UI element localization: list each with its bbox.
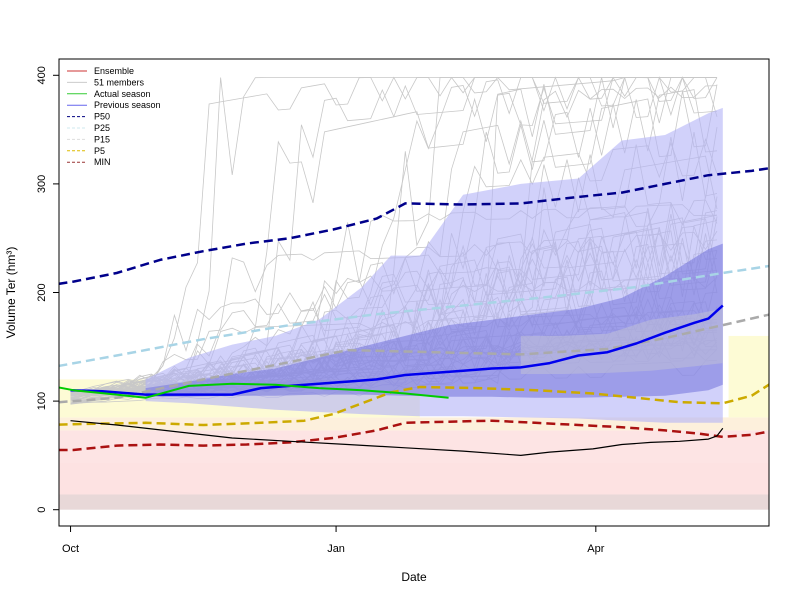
y-tick-label: 100 <box>36 392 48 410</box>
series-line-p15 <box>59 313 769 404</box>
legend-label: Previous season <box>94 100 161 110</box>
series-line-p25 <box>59 264 769 368</box>
y-tick-label: 0 <box>36 507 48 513</box>
series-line-min <box>59 419 769 452</box>
legend-label: Ensemble <box>94 66 134 76</box>
x-tick-label: Oct <box>62 543 79 555</box>
series-line-previous-season <box>70 304 724 396</box>
legend-label: P25 <box>94 123 110 133</box>
series-lines <box>59 166 769 456</box>
legend-label: Actual season <box>94 89 151 99</box>
legend-label: P5 <box>94 146 105 156</box>
legend-label: 51 members <box>94 77 145 87</box>
legend-label: P50 <box>94 112 110 122</box>
background-band-3 <box>59 417 769 431</box>
y-tick-label: 300 <box>36 175 48 193</box>
background-band-2 <box>59 430 769 464</box>
axes: 0 100 200 300 400 Oct Jan Apr <box>36 66 605 555</box>
series-line-p50 <box>59 166 769 286</box>
background-bands <box>59 335 769 510</box>
background-band-0 <box>59 494 769 510</box>
legend-label: P15 <box>94 134 110 144</box>
series-line-actual-season <box>59 382 449 399</box>
background-band-5 <box>728 335 769 418</box>
y-tick-label: 200 <box>36 283 48 301</box>
series-line-p5 <box>59 383 769 427</box>
background-band-1 <box>59 463 769 495</box>
x-tick-label: Apr <box>587 543 604 555</box>
series-line-ensemble <box>70 420 724 456</box>
y-axis-title: Volume Ter (hm³) <box>4 247 18 339</box>
y-tick-label: 400 <box>36 66 48 84</box>
x-axis-title: Date <box>401 570 427 584</box>
legend-label: MIN <box>94 157 111 167</box>
ensemble-bands <box>145 107 723 423</box>
x-tick-label: Jan <box>327 543 345 555</box>
